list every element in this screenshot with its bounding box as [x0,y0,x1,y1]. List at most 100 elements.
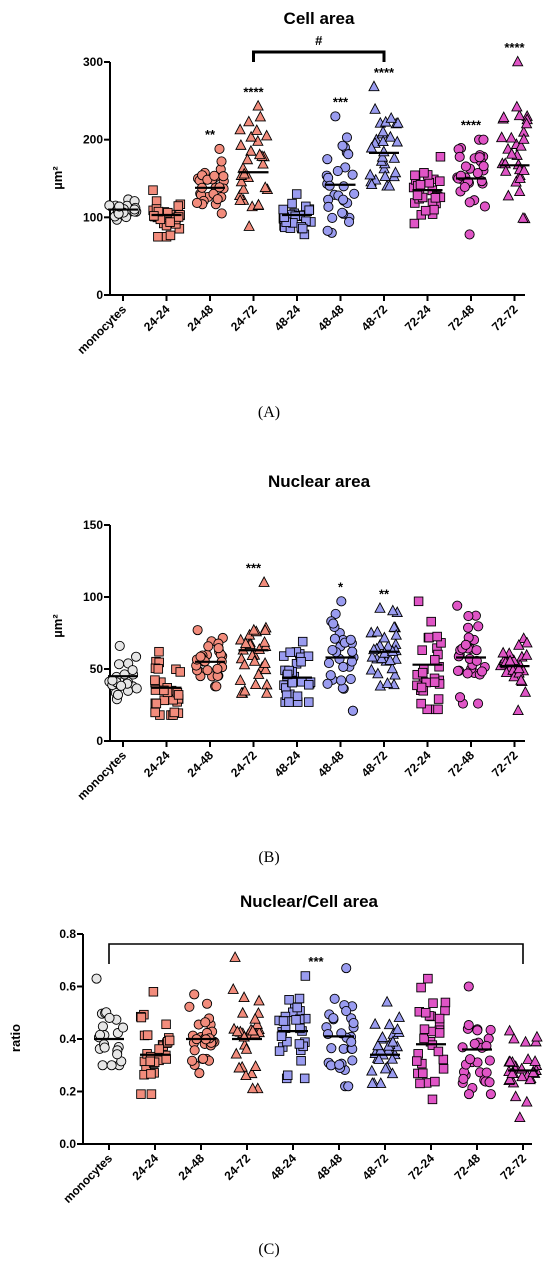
data-point [347,646,358,657]
data-point [471,645,482,656]
significance-label: ** [205,127,216,142]
data-point [433,704,443,715]
data-point [454,692,466,703]
panel-a: Cell area µm² 0 100 200 300 monocytes 24-24 2… [50,9,533,421]
data-point [387,1035,399,1047]
data-point [415,179,426,190]
data-point [346,1036,357,1047]
data-point [347,1055,358,1066]
data-point [334,1059,345,1070]
data-point [212,663,223,674]
panel-c: Nuclear/Cell area ratio 0.00.20.40.60.8 … [8,892,543,1258]
data-point [347,169,358,180]
data-point [504,1055,516,1067]
data-point [154,1044,164,1054]
comparison-bracket [108,943,524,964]
data-point [154,646,164,657]
data-point [381,677,394,688]
x-tick-label: 48-72 [360,1151,392,1183]
data-point [112,1049,123,1060]
mean-lines-a [108,151,530,217]
data-point [261,686,273,698]
data-point [246,1067,258,1079]
data-point [382,639,394,651]
data-point [322,154,333,165]
data-point [529,1055,541,1066]
y-tick-label: 0.6 [59,980,76,994]
data-point [531,1030,543,1042]
data-point [287,198,297,209]
data-point [241,153,254,165]
data-point [513,638,525,650]
data-point [409,218,420,229]
chart-title-c: Nuclear/Cell area [240,892,379,911]
data-point [520,117,533,129]
x-tick-label: 72-72 [489,302,521,334]
data-point [412,1056,422,1066]
data-point [379,170,391,181]
data-point [416,682,427,693]
data-point [365,178,378,190]
y-tick-label: 0.4 [59,1032,76,1046]
data-point [142,1030,153,1040]
data-point [151,196,162,206]
data-point [434,1013,445,1024]
data-point [336,596,347,607]
data-point [164,1035,175,1046]
data-point [106,1060,117,1071]
y-axis-label-b-text: µm² [50,614,65,638]
data-point [99,1042,110,1053]
data-point [479,201,490,212]
data-point [323,201,334,212]
data-point [511,55,524,67]
comparison-bracket [252,50,386,62]
data-points-a [104,55,533,242]
data-point [328,1013,339,1024]
data-point [327,212,338,223]
data-point [520,648,533,660]
data-point [338,181,349,192]
data-point [259,657,271,668]
data-point [259,181,271,193]
x-tick-label: 24-24 [130,1151,162,1183]
data-point [505,131,518,143]
data-point [369,102,381,114]
significance-label: **** [374,65,395,80]
data-point [338,661,349,672]
data-point [252,99,264,111]
x-tick-label: 48-48 [315,302,347,334]
data-point [234,123,246,135]
data-point [513,109,526,121]
data-point [416,698,426,709]
data-point [502,189,515,201]
data-point [424,177,434,188]
x-tick-label: 72-24 [402,748,434,780]
data-point [518,164,530,175]
data-point [203,641,214,652]
data-point [194,1068,205,1079]
data-point [504,654,516,666]
y-axis-label-b: µm² [50,614,65,638]
data-point [513,662,525,674]
x-tick-label: 72-72 [489,748,521,780]
x-tick-label: 48-24 [268,1151,300,1183]
data-point [235,139,247,150]
data-point [246,1024,259,1036]
data-point [521,1095,533,1107]
data-point [365,663,378,675]
data-point [513,185,526,197]
data-point [148,987,159,997]
data-point [231,1025,244,1037]
data-point [327,645,338,656]
data-point [344,216,355,227]
data-point [338,194,349,205]
x-tick-label: monocytes [74,748,129,803]
data-point [243,115,255,127]
data-point [517,211,529,223]
data-point [390,628,403,640]
data-point [516,1070,528,1082]
data-point [476,666,488,677]
data-point [429,677,440,687]
data-point [385,111,397,123]
